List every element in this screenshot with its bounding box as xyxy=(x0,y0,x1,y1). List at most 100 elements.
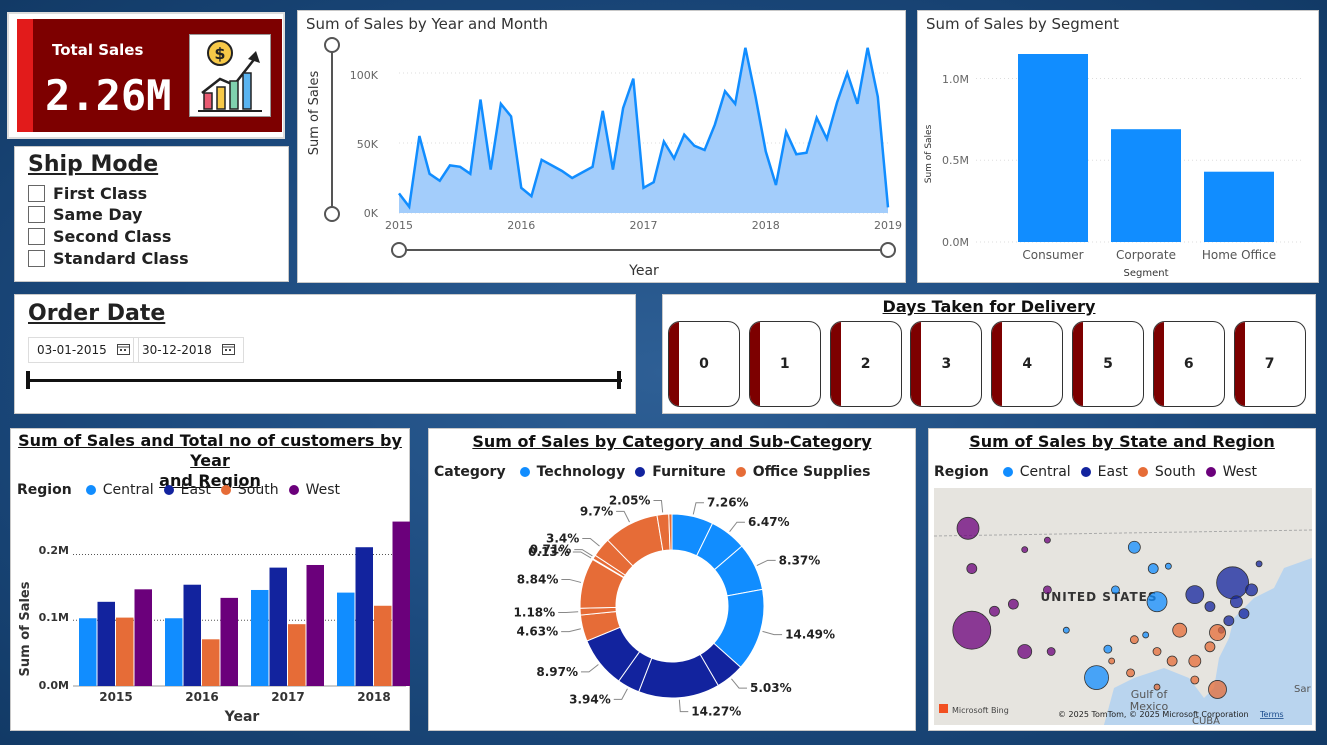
map-bubble-west[interactable] xyxy=(989,605,1000,617)
region-bar[interactable] xyxy=(183,584,202,686)
map-bubble-west[interactable] xyxy=(1046,647,1056,656)
segment-bar[interactable] xyxy=(1018,54,1088,242)
map-bubble-west[interactable] xyxy=(1007,598,1019,610)
legend-item[interactable]: Office Supplies xyxy=(752,464,871,480)
map-bubble-east[interactable] xyxy=(1245,583,1258,597)
map-bubble-central[interactable] xyxy=(1146,591,1168,613)
map-bubble-south[interactable] xyxy=(1188,654,1202,668)
end-date-input[interactable]: 30-12-2018 xyxy=(133,337,244,363)
map-bubble-central[interactable] xyxy=(1111,585,1120,595)
map-bubble-west[interactable] xyxy=(1044,536,1051,544)
legend-item[interactable]: Central xyxy=(1019,464,1071,480)
delivery-day-button[interactable]: 5 xyxy=(1072,321,1144,407)
map-bubble-west[interactable] xyxy=(956,516,980,540)
y-range-slider-handle[interactable] xyxy=(324,206,340,222)
map-bubble-east[interactable] xyxy=(1216,566,1250,600)
delivery-day-button[interactable]: 6 xyxy=(1152,321,1225,407)
date-range-start-handle[interactable] xyxy=(26,371,30,389)
map-bubble-south[interactable] xyxy=(1166,655,1178,667)
ship-option-second-class[interactable]: Second Class xyxy=(28,227,171,246)
date-range-slider-track[interactable] xyxy=(27,379,622,382)
ship-option-first-class[interactable]: First Class xyxy=(28,184,147,203)
map-bubble-east[interactable] xyxy=(1185,585,1205,605)
region-bar[interactable] xyxy=(374,605,392,686)
checkbox[interactable] xyxy=(28,228,45,245)
legend-dot-west xyxy=(288,485,299,495)
map-bubble-central[interactable] xyxy=(1142,631,1150,639)
segment-bar[interactable] xyxy=(1111,129,1181,242)
start-date-input[interactable]: 03-01-2015 xyxy=(28,337,139,363)
map-bubble-central[interactable] xyxy=(1084,665,1109,691)
delivery-day-button[interactable]: 7 xyxy=(1233,321,1306,407)
legend-item[interactable]: Central xyxy=(102,482,154,498)
region-bar[interactable] xyxy=(220,597,239,686)
map-bubble-south[interactable] xyxy=(1190,675,1200,685)
legend-item[interactable]: South xyxy=(237,482,279,498)
checkbox[interactable] xyxy=(28,206,45,223)
region-bar[interactable] xyxy=(337,592,355,686)
map-bubble-west[interactable] xyxy=(966,563,978,574)
map-bubble-east[interactable] xyxy=(1229,595,1243,609)
date-range-end-handle[interactable] xyxy=(617,371,621,389)
region-bar[interactable] xyxy=(134,589,153,686)
x-range-slider-handle[interactable] xyxy=(880,242,896,258)
map-bubble-south[interactable] xyxy=(1209,624,1226,641)
region-bar[interactable] xyxy=(79,618,97,686)
map-bubble-east[interactable] xyxy=(1255,560,1263,568)
region-bar[interactable] xyxy=(392,521,411,686)
region-bar[interactable] xyxy=(306,564,325,686)
map-bubble-south[interactable] xyxy=(1108,657,1116,665)
terms-link[interactable]: Terms xyxy=(1259,710,1284,719)
region-bar[interactable] xyxy=(288,624,306,686)
map-bubble-south[interactable] xyxy=(1204,641,1216,653)
legend-item[interactable]: West xyxy=(1222,464,1257,480)
ship-option-standard-class[interactable]: Standard Class xyxy=(28,249,189,268)
delivery-day-button[interactable]: 0 xyxy=(668,321,740,407)
legend-item[interactable]: East xyxy=(180,482,211,498)
region-bar[interactable] xyxy=(269,567,288,686)
checkbox[interactable] xyxy=(28,250,45,267)
calendar-icon[interactable] xyxy=(116,343,130,358)
region-bar[interactable] xyxy=(165,618,183,686)
ship-option-same-day[interactable]: Same Day xyxy=(28,205,142,224)
segment-bar[interactable] xyxy=(1204,171,1274,242)
delivery-day-button[interactable]: 3 xyxy=(910,321,983,407)
y-range-slider-handle[interactable] xyxy=(324,37,340,53)
delivery-day-button[interactable]: 4 xyxy=(991,321,1064,407)
delivery-day-button[interactable]: 1 xyxy=(748,321,821,407)
map-bubble-south[interactable] xyxy=(1172,622,1188,638)
map-bubble-east[interactable] xyxy=(1223,615,1235,627)
map-bubble-west[interactable] xyxy=(1043,585,1052,595)
region-bar[interactable] xyxy=(355,547,374,686)
map-bubble-south[interactable] xyxy=(1129,635,1139,645)
map-bubble-west[interactable] xyxy=(1017,644,1033,659)
region-bar[interactable] xyxy=(251,589,269,686)
map-bubble-south[interactable] xyxy=(1153,683,1161,691)
map-bubble-central[interactable] xyxy=(1164,562,1172,570)
map-bubble-south[interactable] xyxy=(1208,680,1227,699)
region-bar[interactable] xyxy=(116,617,134,686)
map-bubble-central[interactable] xyxy=(1062,626,1070,634)
region-bar[interactable] xyxy=(202,639,220,686)
legend-item[interactable]: Furniture xyxy=(652,464,726,480)
map-bubble-south[interactable] xyxy=(1152,647,1162,656)
map-bubble-west[interactable] xyxy=(952,610,992,650)
legend-item[interactable]: West xyxy=(305,482,340,498)
map-canvas[interactable]: UNITED STATES Gulf of Mexico CUBA Sar Mi… xyxy=(934,488,1312,725)
map-bubble-central[interactable] xyxy=(1103,644,1113,654)
donut-slice[interactable] xyxy=(668,513,673,551)
region-bar[interactable] xyxy=(97,601,116,686)
x-range-slider-handle[interactable] xyxy=(391,242,407,258)
legend-item[interactable]: Technology xyxy=(536,464,626,480)
map-bubble-central[interactable] xyxy=(1127,540,1141,554)
legend-item[interactable]: East xyxy=(1097,464,1128,480)
calendar-icon[interactable] xyxy=(221,343,235,358)
checkbox[interactable] xyxy=(28,185,45,202)
delivery-day-button[interactable]: 2 xyxy=(829,321,902,407)
map-bubble-east[interactable] xyxy=(1238,608,1250,620)
map-bubble-west[interactable] xyxy=(1021,546,1029,554)
map-bubble-south[interactable] xyxy=(1126,668,1135,678)
legend-item[interactable]: South xyxy=(1154,464,1196,480)
map-bubble-east[interactable] xyxy=(1204,601,1216,612)
map-bubble-central[interactable] xyxy=(1147,563,1159,574)
